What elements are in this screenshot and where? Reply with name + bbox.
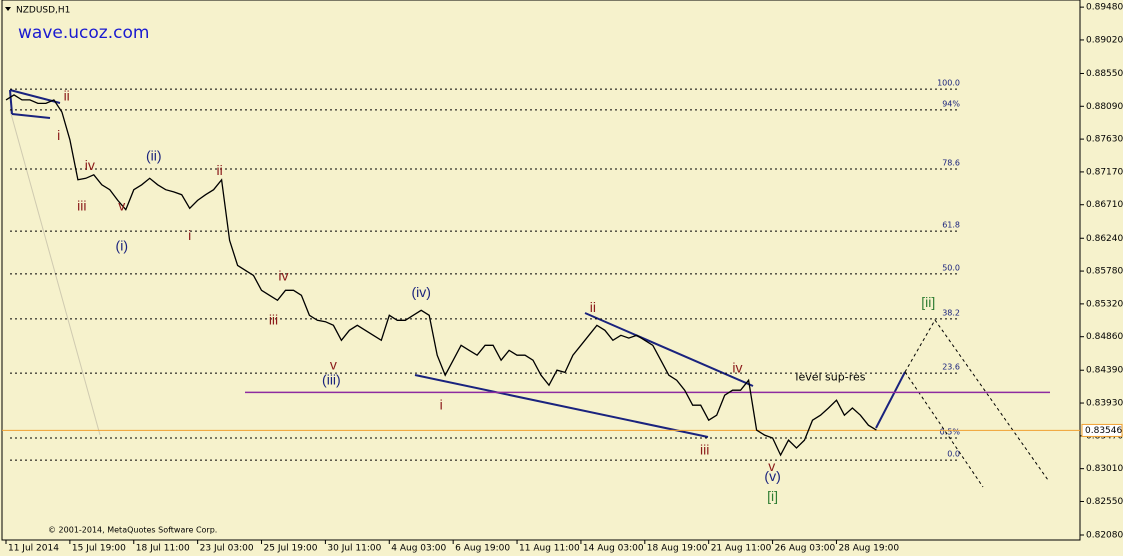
fib-label: 0.0 — [947, 450, 960, 459]
x-tick-label: 14 Aug 03:00 — [583, 544, 644, 554]
wave-label: i — [440, 397, 443, 413]
y-tick-label: 0.83930 — [1086, 399, 1123, 409]
x-tick-label: 11 Jul 2014 — [8, 544, 59, 554]
wave-label: iii — [77, 198, 86, 214]
wave-label: i — [57, 127, 60, 143]
x-tick-label: 18 Jul 11:00 — [136, 544, 190, 554]
wave-label: (ii) — [146, 148, 162, 164]
x-tick-label: 28 Aug 19:00 — [838, 544, 899, 554]
wave-label: (iv) — [412, 284, 431, 300]
y-tick-label: 0.86710 — [1086, 200, 1123, 210]
wave-label: (i) — [116, 238, 128, 254]
y-tick-label: 0.85320 — [1086, 299, 1123, 309]
wave-label: i — [188, 227, 191, 243]
y-tick-label: 0.89480 — [1086, 3, 1123, 13]
x-tick-label: 26 Aug 03:00 — [775, 544, 836, 554]
x-tick-label: 21 Aug 11:00 — [711, 544, 772, 554]
wave-label: v — [330, 357, 337, 373]
x-tick-label: 15 Jul 19:00 — [72, 544, 126, 554]
fib-label: 94% — [942, 99, 960, 108]
y-tick-label: 0.84860 — [1086, 332, 1123, 342]
projection-path — [904, 371, 984, 488]
wave-label: iv — [85, 157, 95, 173]
wave-label: iv — [278, 267, 288, 283]
trend-line — [414, 374, 709, 438]
wave-label: ii — [64, 88, 70, 104]
trend-line — [584, 312, 754, 387]
y-tick-label: 0.83010 — [1086, 464, 1123, 474]
x-tick-label: 30 Jul 11:00 — [327, 544, 381, 554]
x-tick-label: 4 Aug 03:00 — [391, 544, 446, 554]
wave-label: iii — [269, 312, 278, 328]
wave-label: [i] — [767, 488, 778, 504]
x-tick-label: 11 Aug 11:00 — [519, 544, 580, 554]
support-label: level sup-res — [795, 370, 865, 383]
y-tick-label: 0.87630 — [1086, 135, 1123, 145]
trend-line — [11, 113, 51, 119]
copyright: © 2001-2014, MetaQuotes Software Corp. — [48, 526, 217, 535]
fib-label: 0.5% — [940, 427, 961, 436]
wave-label: v — [768, 458, 775, 474]
wave-label: ii — [216, 162, 222, 178]
chart-title: NZDUSD,H1 — [16, 6, 70, 16]
current-price-label: 0.83546 — [1085, 426, 1122, 436]
x-tick-label: 6 Aug 19:00 — [455, 544, 510, 554]
wave-label: (v) — [764, 468, 780, 484]
projection-line — [875, 371, 906, 429]
projection-paths — [904, 319, 1049, 488]
guide-line — [9, 109, 101, 436]
y-tick-label: 0.86240 — [1086, 234, 1123, 244]
wave-label: [ii] — [921, 294, 935, 310]
plot-frame — [1, 0, 1081, 541]
price-line — [5, 94, 877, 457]
watermark: wave.ucoz.com — [18, 23, 149, 43]
wave-label: ii — [590, 299, 596, 315]
fib-label: 50.0 — [942, 263, 960, 272]
y-tick-label: 0.88550 — [1086, 69, 1123, 79]
menu-arrow — [5, 7, 11, 11]
wave-label: v — [118, 198, 125, 214]
y-tick-label: 0.85780 — [1086, 267, 1123, 277]
y-tick-label: 0.88090 — [1086, 102, 1123, 112]
x-tick-label: 25 Jul 19:00 — [264, 544, 318, 554]
fib-label: 23.6 — [942, 363, 960, 372]
wave-label: iv — [732, 360, 742, 376]
y-tick-label: 0.84390 — [1086, 366, 1123, 376]
y-tick-label: 0.82550 — [1086, 497, 1123, 507]
y-tick-label: 0.89020 — [1086, 35, 1123, 45]
trend-lines — [9, 89, 906, 438]
y-tick-label: 0.87170 — [1086, 167, 1123, 177]
wave-label: (iii) — [322, 372, 341, 388]
fib-label: 38.2 — [942, 308, 960, 317]
price-box — [1081, 423, 1123, 437]
wave-label: iii — [700, 442, 709, 458]
y-tick-label: 0.82080 — [1086, 531, 1123, 541]
x-tick-label: 23 Jul 03:00 — [200, 544, 254, 554]
fib-label: 78.6 — [942, 159, 960, 168]
fib-label: 100.0 — [937, 79, 960, 88]
x-tick-label: 18 Aug 19:00 — [647, 544, 708, 554]
projection-path — [904, 319, 1049, 481]
fib-label: 61.8 — [942, 221, 960, 230]
